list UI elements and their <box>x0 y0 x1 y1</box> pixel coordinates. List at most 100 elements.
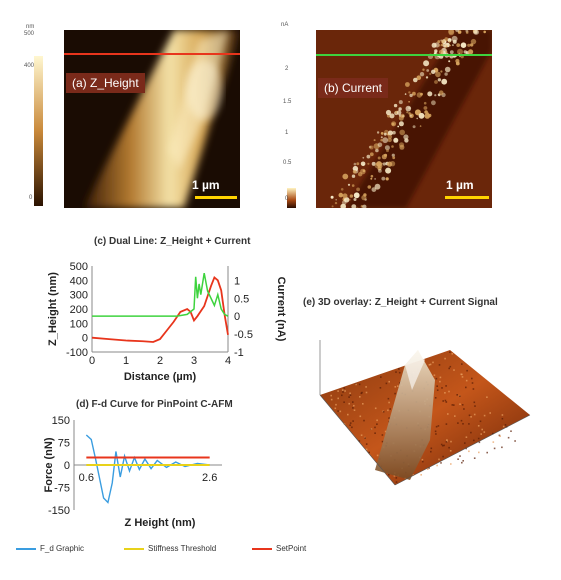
fd-legend-fd: F_d Graphic <box>16 544 84 553</box>
overlay-speckle <box>501 446 503 449</box>
current-speckle <box>431 100 436 106</box>
current-speckle <box>392 156 396 160</box>
overlay-speckle <box>478 441 481 444</box>
current-speckle <box>374 183 381 190</box>
overlay-speckle <box>478 451 480 454</box>
dual-line-xtick: 3 <box>191 355 197 367</box>
overlay-speckle <box>473 439 475 442</box>
overlay-speckle <box>388 401 390 404</box>
overlay-speckle <box>471 382 474 384</box>
current-speckle <box>419 125 422 127</box>
current-speckle <box>431 69 436 74</box>
overlay-speckle <box>381 440 384 443</box>
current-speckle <box>399 129 405 136</box>
overlay-speckle <box>352 407 354 409</box>
overlay-speckle <box>334 407 337 410</box>
current-speckle <box>366 154 371 159</box>
overlay-speckle <box>439 376 442 379</box>
fd-legend-setpoint: SetPoint <box>252 544 306 553</box>
overlay-speckle <box>380 376 382 378</box>
current-speckle <box>470 38 477 45</box>
overlay-speckle <box>349 394 352 396</box>
overlay-speckle <box>447 413 449 415</box>
dual-line-ytick: -100 <box>66 347 88 359</box>
overlay-speckle <box>421 458 424 461</box>
fd-legend-setpoint-swatch <box>252 547 272 550</box>
overlay-speckle <box>486 451 488 454</box>
overlay-speckle <box>394 392 396 395</box>
overlay-speckle <box>457 458 459 460</box>
overlay-speckle <box>362 403 364 405</box>
overlay-speckle <box>449 450 452 452</box>
overlay-speckle <box>462 423 464 425</box>
overlay-speckle <box>363 419 365 422</box>
overlay-speckle <box>435 433 437 435</box>
dual-line-current-series <box>92 273 229 317</box>
dual-line-ytick: 500 <box>70 261 88 273</box>
current-speckle <box>384 145 390 151</box>
current-speckle <box>420 92 423 96</box>
current-speckle <box>351 204 357 208</box>
current-speckle <box>356 162 360 166</box>
overlay-speckle <box>432 361 434 364</box>
current-speckle <box>431 42 437 48</box>
overlay-speckle <box>437 425 440 427</box>
overlay-speckle <box>434 397 437 399</box>
dual-line-z-height-series <box>91 275 229 343</box>
overlay-speckle <box>379 387 382 389</box>
overlay-speckle <box>489 412 491 414</box>
overlay-speckle <box>395 371 397 373</box>
current-speckle <box>344 197 350 203</box>
overlay-speckle <box>470 416 472 418</box>
overlay-speckle <box>448 367 450 370</box>
overlay-3d-title: (e) 3D overlay: Z_Height + Current Signa… <box>303 297 498 308</box>
fd-ytick: 75 <box>58 438 70 450</box>
overlay-speckle <box>370 428 373 430</box>
overlay-speckle <box>439 380 441 383</box>
current-speckle <box>391 145 394 148</box>
current-speckle <box>378 169 382 173</box>
current-speckle <box>351 184 355 187</box>
overlay-speckle <box>330 398 333 401</box>
current-speckle <box>437 78 442 82</box>
current-speckle <box>413 77 418 83</box>
overlay-speckle <box>368 451 370 454</box>
overlay-speckle <box>348 402 350 405</box>
overlay-speckle <box>374 426 376 429</box>
current-speckle <box>483 30 486 34</box>
overlay-speckle <box>351 426 353 429</box>
current-speckle <box>468 49 474 55</box>
current-speckle <box>412 91 416 96</box>
overlay-speckle <box>395 481 398 483</box>
overlay-speckle <box>468 450 470 453</box>
z-height-profile-line <box>64 53 240 55</box>
current-image <box>316 30 492 208</box>
overlay-speckle <box>510 430 512 432</box>
current-speckle <box>393 137 399 143</box>
overlay-speckle <box>461 461 463 464</box>
overlay-speckle <box>499 435 501 437</box>
overlay-speckle <box>462 460 464 462</box>
current-speckle <box>465 31 469 34</box>
current-speckle <box>399 144 405 150</box>
current-speckle <box>404 93 407 95</box>
overlay-speckle <box>381 434 384 436</box>
current-colorbar <box>287 188 296 208</box>
current-speckle <box>424 110 428 114</box>
current-speckle <box>367 185 372 189</box>
overlay-speckle <box>492 441 495 443</box>
current-speckle <box>381 154 387 160</box>
z-height-image-render <box>84 30 240 208</box>
current-speckle <box>353 162 357 166</box>
overlay-speckle <box>470 431 472 434</box>
overlay-speckle <box>358 383 361 386</box>
current-speckles <box>330 30 486 208</box>
overlay-speckle <box>395 477 398 479</box>
overlay-speckle <box>473 457 476 459</box>
current-speckle <box>438 49 444 55</box>
overlay-speckle <box>449 365 452 368</box>
current-colorbar-tick-0: 0 <box>285 196 289 202</box>
fd-graphic-series <box>85 434 210 504</box>
overlay-speckle <box>507 436 510 439</box>
current-colorbar-unit: nA <box>281 22 289 28</box>
